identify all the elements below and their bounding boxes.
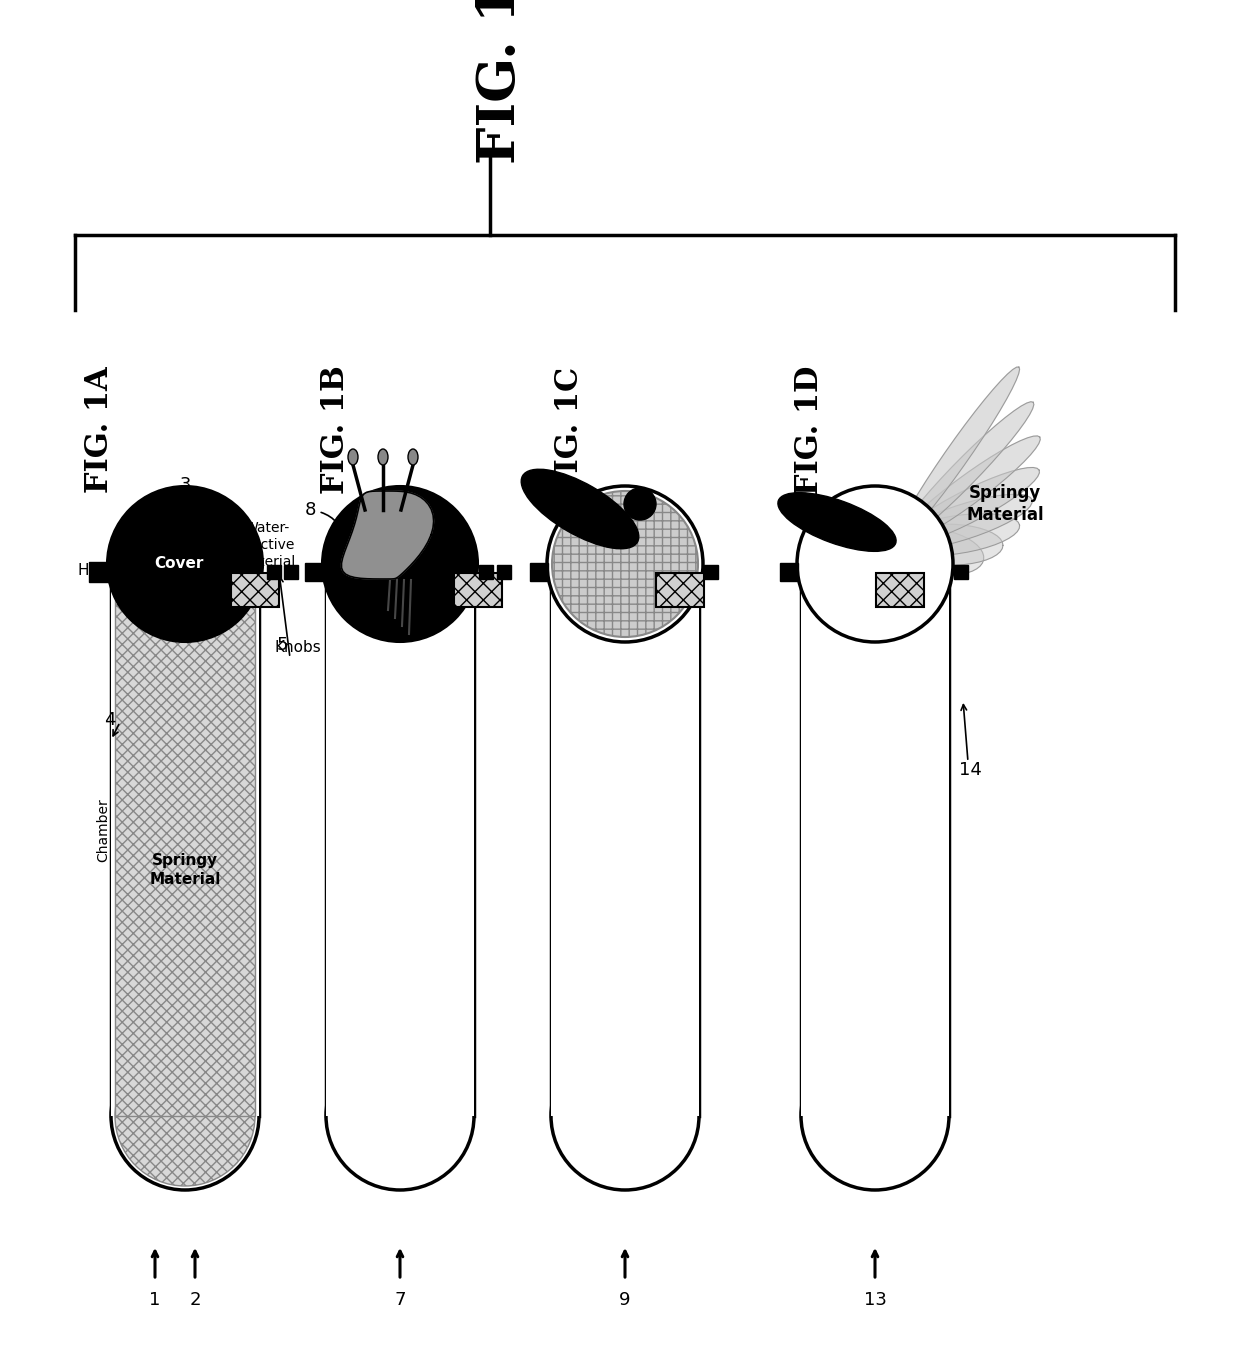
Bar <box>479 565 494 579</box>
Text: Chamber: Chamber <box>95 799 110 862</box>
Bar <box>551 564 699 1116</box>
Ellipse shape <box>112 490 259 638</box>
Bar <box>780 564 799 581</box>
Ellipse shape <box>408 449 418 464</box>
Ellipse shape <box>777 493 897 551</box>
Bar <box>875 573 924 607</box>
Text: Water-
reactive
material: Water- reactive material <box>238 520 296 569</box>
Bar <box>112 564 259 1116</box>
Ellipse shape <box>801 490 949 638</box>
Text: 11: 11 <box>662 555 684 574</box>
Bar <box>305 564 322 581</box>
Bar <box>267 565 281 579</box>
Polygon shape <box>894 367 1019 545</box>
Bar <box>454 573 502 607</box>
Ellipse shape <box>326 490 474 638</box>
Text: 12: 12 <box>589 611 611 629</box>
Polygon shape <box>895 513 1019 555</box>
Ellipse shape <box>801 1042 949 1190</box>
Ellipse shape <box>326 1042 474 1190</box>
Text: 7: 7 <box>394 1291 405 1309</box>
Text: 14: 14 <box>959 760 981 779</box>
Circle shape <box>624 488 656 520</box>
Text: 6: 6 <box>201 606 213 623</box>
Polygon shape <box>895 528 983 574</box>
Circle shape <box>107 486 263 642</box>
Bar <box>326 564 474 1116</box>
Text: 4: 4 <box>104 712 115 729</box>
Bar <box>284 565 298 579</box>
Text: 1: 1 <box>149 1291 161 1309</box>
Bar <box>801 564 949 1116</box>
Bar <box>89 562 109 583</box>
Ellipse shape <box>521 470 639 549</box>
Text: FIG. 1C: FIG. 1C <box>554 367 585 493</box>
Text: 3: 3 <box>180 477 191 494</box>
Ellipse shape <box>378 449 388 464</box>
Text: FIG. 1: FIG. 1 <box>475 0 526 164</box>
Text: 8: 8 <box>304 501 347 540</box>
Text: FIG. 1A: FIG. 1A <box>84 367 115 493</box>
Polygon shape <box>895 524 1003 565</box>
Bar <box>231 573 279 607</box>
Bar <box>954 565 968 579</box>
Circle shape <box>552 492 698 637</box>
Ellipse shape <box>551 1042 699 1190</box>
Polygon shape <box>341 492 434 579</box>
Text: FIG. 1D: FIG. 1D <box>795 365 826 494</box>
Text: Hinge: Hinge <box>78 562 123 577</box>
Bar <box>656 573 704 607</box>
Text: 5: 5 <box>277 636 288 655</box>
Text: FIG. 1B: FIG. 1B <box>320 365 351 494</box>
Ellipse shape <box>551 490 699 638</box>
Circle shape <box>547 486 703 642</box>
Bar <box>115 564 255 1116</box>
Ellipse shape <box>112 1042 259 1190</box>
Polygon shape <box>895 494 1032 550</box>
Text: Knobs: Knobs <box>274 641 321 656</box>
Text: Springy
Material: Springy Material <box>149 853 221 887</box>
Bar <box>529 564 548 581</box>
Bar <box>704 565 718 579</box>
Text: 10: 10 <box>589 576 611 593</box>
Text: 2: 2 <box>190 1291 201 1309</box>
Circle shape <box>797 486 954 642</box>
Circle shape <box>322 486 477 642</box>
Bar <box>497 565 511 579</box>
Text: 9: 9 <box>619 1291 631 1309</box>
Bar <box>115 564 255 1116</box>
Polygon shape <box>894 467 1039 547</box>
Ellipse shape <box>115 494 255 634</box>
Text: Cover: Cover <box>154 557 203 572</box>
Ellipse shape <box>348 449 358 464</box>
Ellipse shape <box>115 1046 255 1186</box>
Polygon shape <box>894 402 1034 545</box>
Polygon shape <box>894 436 1040 546</box>
Text: 13: 13 <box>863 1291 887 1309</box>
Text: Springy
Material: Springy Material <box>966 483 1044 524</box>
